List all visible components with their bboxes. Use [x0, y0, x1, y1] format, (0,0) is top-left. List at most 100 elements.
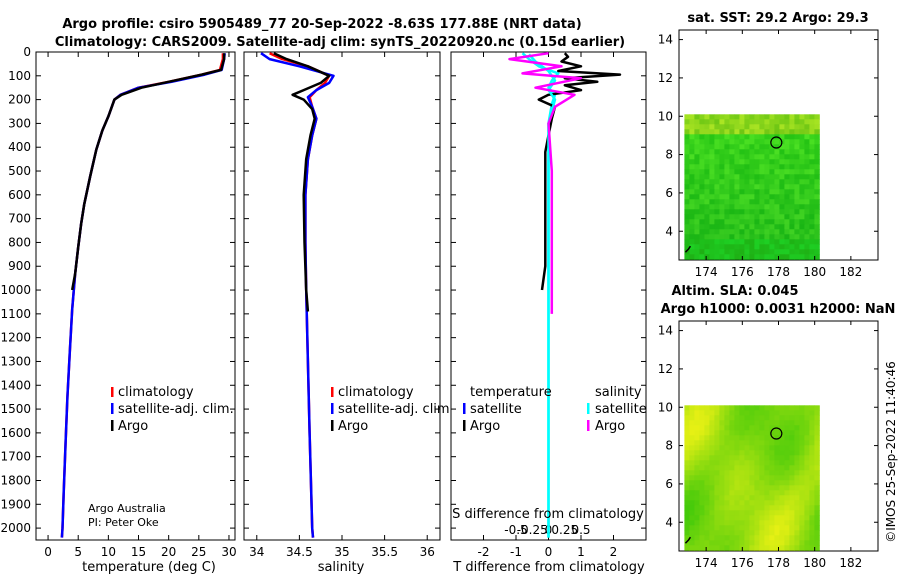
- y-tick-label: 400: [8, 140, 31, 154]
- legend-t-satellite-label: satellite: [470, 402, 522, 417]
- difference-legend: temperature satellite Argo salinity sate…: [463, 385, 647, 434]
- sst-map-plot-area: 174 176 178 180 182 4 6 8 10 12 14: [658, 29, 879, 279]
- map-y-tick-label: 8: [665, 439, 673, 453]
- x-tick-label: 0: [545, 545, 553, 559]
- map-x-tick-label: 174: [695, 265, 718, 279]
- legend-satellite-label: satellite-adj. clim.: [338, 402, 454, 417]
- legend-s-argo-label: Argo: [595, 419, 625, 434]
- legend-satellite-swatch: [331, 403, 334, 414]
- map-y-tick-label: 4: [665, 224, 673, 238]
- legend-climatology-label: climatology: [338, 385, 414, 400]
- salinity-panel: 34 34.5 35 35.5 36 salinity climatology sate…: [243, 51, 454, 575]
- y-tick-label: 0: [23, 45, 31, 59]
- map-y-tick-label: 12: [658, 362, 673, 376]
- y-tick-label: 800: [8, 235, 31, 249]
- map-y-tick-label: 4: [665, 515, 673, 529]
- legend-t-argo-label: Argo: [470, 419, 500, 434]
- map-y-tick-label: 6: [665, 186, 673, 200]
- x2-tick-label: 0.25: [551, 523, 578, 537]
- map-x-tick-label: 176: [731, 265, 754, 279]
- x2-tick-label: 0.5: [571, 523, 590, 537]
- x-tick-label: 35: [334, 545, 349, 559]
- y-tick-label: 1700: [0, 450, 31, 464]
- difference-xlabel: T difference from climatology: [452, 560, 645, 575]
- map-x-tick-label: 176: [731, 556, 754, 570]
- difference-plot-area: -2 -1 0 1 2-0.5-0.250 0.250.5: [450, 51, 647, 559]
- salinity-xlabel: salinity: [318, 560, 365, 575]
- sla-map-title: Altim. SLA: 0.045: [672, 284, 799, 299]
- map-y-tick-label: 6: [665, 477, 673, 491]
- y-tick-label: 1600: [0, 426, 31, 440]
- x-tick-label: -1: [510, 545, 522, 559]
- legend-t-satellite-swatch: [463, 403, 466, 414]
- map-y-tick-label: 10: [658, 109, 673, 123]
- y-tick-label: 1200: [0, 331, 31, 345]
- difference-x2label: S difference from climatology: [452, 507, 644, 522]
- y-tick-label: 2000: [0, 521, 31, 535]
- map-x-tick-label: 178: [767, 556, 790, 570]
- y-tick-label: 1400: [0, 378, 31, 392]
- legend-climatology-swatch: [111, 387, 114, 397]
- coastline: [684, 245, 692, 253]
- sla-map-plot-area: 174 176 178 180 182 4 6 8 10 12 14: [658, 320, 879, 570]
- map-y-tick-label: 10: [658, 400, 673, 414]
- y-tick-label: 600: [8, 188, 31, 202]
- x-tick-label: 25: [191, 545, 206, 559]
- x-tick-label: 10: [101, 545, 116, 559]
- plot-frame: [35, 51, 236, 541]
- title-line-2: Climatology: CARS2009. Satellite-adj cli…: [55, 35, 625, 50]
- sst-map-panel: sat. SST: 29.2 Argo: 29.3 174 176 178 180 18…: [658, 11, 879, 279]
- float-position-marker: [770, 427, 783, 440]
- temperature-legend: climatology satellite-adj. clim. Argo: [111, 385, 234, 434]
- argo-line: [273, 52, 331, 312]
- y-tick-label: 1100: [0, 307, 31, 321]
- map-x-tick-label: 180: [803, 265, 826, 279]
- legend-argo-swatch: [331, 420, 334, 431]
- y-tick-label: 500: [8, 164, 31, 178]
- map-x-tick-label: 174: [695, 556, 718, 570]
- sla-map-subtitle: Argo h1000: 0.0031 h2000: NaN: [661, 302, 896, 317]
- map-y-tick-label: 12: [658, 71, 673, 85]
- legend-climatology-label: climatology: [118, 385, 194, 400]
- salinity-plot-area: 34 34.5 35 35.5 36: [243, 51, 441, 559]
- map-x-tick-label: 182: [839, 556, 862, 570]
- x2-tick-label: -0.25: [517, 523, 548, 537]
- title-line-1: Argo profile: csiro 5905489_77 20-Sep-20…: [62, 17, 581, 32]
- legend-temperature-header: temperature: [470, 385, 552, 400]
- argo-line: [70, 53, 226, 291]
- y-tick-label: 900: [8, 259, 31, 273]
- map-x-tick-label: 182: [839, 265, 862, 279]
- sla-field: [684, 405, 820, 551]
- x-tick-label: 2: [610, 545, 618, 559]
- plot-frame: [243, 51, 441, 541]
- x-tick-label: 15: [131, 545, 146, 559]
- y-tick-label: 1000: [0, 283, 31, 297]
- x-tick-label: 35.5: [371, 545, 398, 559]
- s-argo-line: [508, 51, 583, 314]
- salinity-legend: climatology satellite-adj. clim. Argo: [331, 385, 454, 434]
- map-x-tick-label: 178: [767, 265, 790, 279]
- y-tick-label: 1900: [0, 497, 31, 511]
- x-tick-label: 30: [221, 545, 236, 559]
- sst-map-title: sat. SST: 29.2 Argo: 29.3: [687, 11, 868, 26]
- legend-argo-swatch: [111, 420, 114, 431]
- temperature-xlabel: temperature (deg C): [82, 560, 216, 575]
- map-y-tick-label: 8: [665, 148, 673, 162]
- y-tick-label: 1800: [0, 473, 31, 487]
- y-tick-label: 1500: [0, 402, 31, 416]
- map-y-tick-label: 14: [658, 33, 673, 47]
- x2-tick-label: -0.5: [504, 523, 527, 537]
- map-y-tick-label: 14: [658, 324, 673, 338]
- sla-map-panel: Altim. SLA: 0.045 Argo h1000: 0.0031 h20…: [658, 284, 896, 570]
- x-tick-label: 34: [249, 545, 264, 559]
- x-tick-label: 36: [420, 545, 435, 559]
- credit-line-1: Argo Australia: [88, 502, 166, 515]
- x-tick-label: 5: [74, 545, 82, 559]
- x-tick-label: -2: [478, 545, 490, 559]
- sst-field: [684, 114, 820, 260]
- difference-panel: -2 -1 0 1 2-0.5-0.250 0.250.5 T difference fr…: [450, 51, 647, 575]
- credit-line-2: PI: Peter Oke: [88, 516, 159, 529]
- legend-climatology-swatch: [331, 387, 334, 397]
- legend-s-argo-swatch: [587, 420, 590, 431]
